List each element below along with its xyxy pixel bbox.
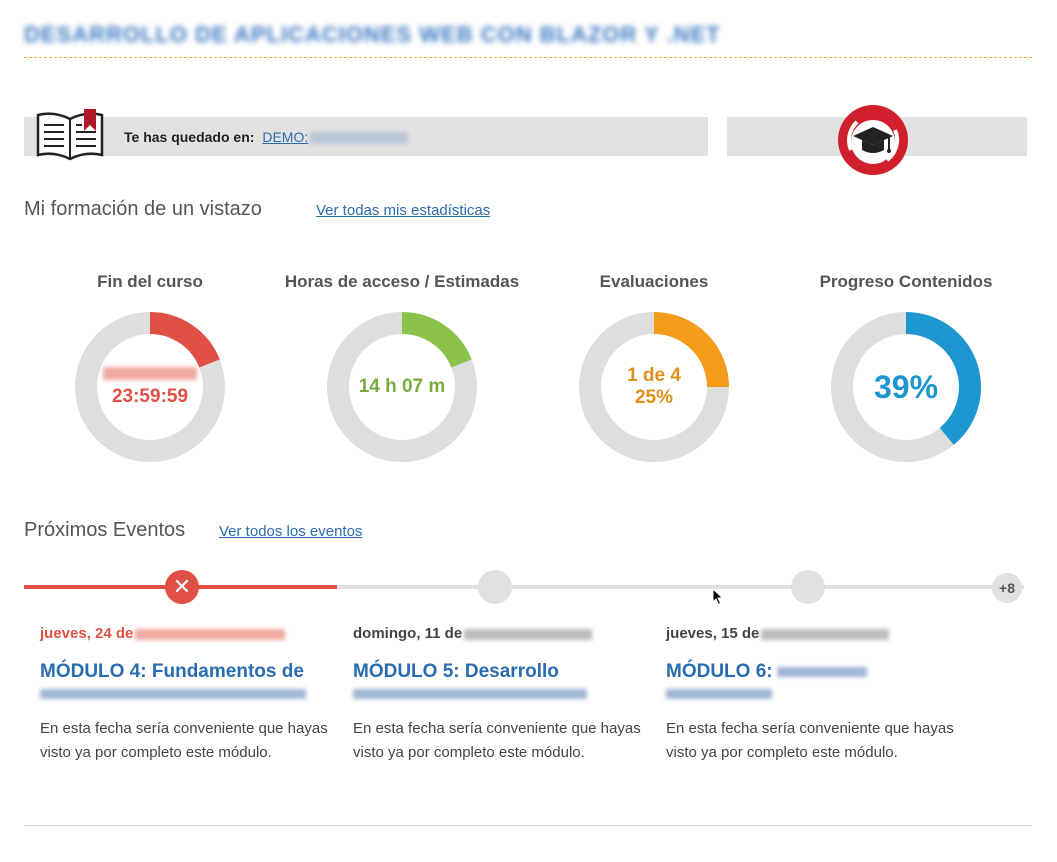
- course-title: DESARROLLO DE APLICACIONES WEB CON BLAZO…: [24, 22, 721, 47]
- access-hours-value: 14 h 07 m: [358, 376, 446, 397]
- gauge-label: Evaluaciones: [599, 272, 709, 291]
- gauge-progress-arc: [831, 312, 981, 462]
- date-redacted: [135, 628, 286, 640]
- resume-text: Te has quedado en: DEMO:: [124, 129, 409, 145]
- evaluations-percent: 25%: [634, 387, 674, 408]
- event-date: domingo, 11 de: [353, 625, 643, 645]
- gauge-ring: [75, 312, 225, 462]
- more-events-badge[interactable]: +8: [992, 573, 1022, 603]
- gauge-access-hours: Horas de acceso / Estimadas 14 h 07 m: [282, 272, 522, 462]
- gauge-progress-arc: [75, 312, 225, 462]
- event-item: jueves, 24 de MÓDULO 4: Fundamentos de E…: [40, 625, 330, 765]
- gauge-course-end: Fin del curso 23:59:59: [30, 272, 270, 462]
- gauge-value: 23:59:59: [75, 312, 225, 462]
- view-all-events-link[interactable]: Ver todos los eventos: [219, 523, 363, 540]
- gauge-value: 39%: [831, 312, 981, 462]
- timeline-node[interactable]: [791, 570, 825, 604]
- timeline-track: [24, 585, 1024, 589]
- gauge-progress-arc: [327, 312, 477, 462]
- gauge-progress-arc: [579, 312, 729, 462]
- gauge-content-progress: Progreso Contenidos 39%: [786, 272, 1026, 462]
- event-date: jueves, 15 de: [666, 625, 956, 645]
- resume-link-redacted[interactable]: [310, 132, 409, 145]
- gauge-label: Horas de acceso / Estimadas: [284, 272, 520, 291]
- resume-panel: Te has quedado en: DEMO:: [24, 109, 708, 161]
- event-description: En esta fecha sería conveniente que haya…: [353, 720, 641, 761]
- view-statistics-link[interactable]: Ver todas mis estadísticas: [316, 202, 491, 219]
- course-end-time: 23:59:59: [111, 385, 189, 407]
- resume-link[interactable]: DEMO:: [262, 129, 309, 145]
- events-section-title: Próximos Eventos: [24, 519, 186, 541]
- module-redacted: [776, 666, 867, 677]
- graduation-panel: [727, 105, 1027, 175]
- timeline-node[interactable]: [478, 570, 512, 604]
- gauge-value: 14 h 07 m: [327, 312, 477, 462]
- gauge-label: Progreso Contenidos: [819, 272, 993, 291]
- mouse-cursor-icon: [712, 588, 724, 606]
- gauge-evaluations: Evaluaciones 1 de 4 25%: [534, 272, 774, 462]
- events-timeline: ✕ +8: [24, 570, 1032, 604]
- resume-prefix: Te has quedado en:: [124, 129, 255, 145]
- event-item: jueves, 15 de MÓDULO 6: En esta fecha se…: [666, 625, 956, 765]
- bottom-divider: [24, 825, 1032, 826]
- module-redacted: [40, 688, 306, 699]
- gauge-label: Fin del curso: [97, 272, 203, 291]
- evaluations-count: 1 de 4: [627, 365, 681, 386]
- module-redacted: [666, 688, 772, 699]
- event-item: domingo, 11 de MÓDULO 5: Desarrollo En e…: [353, 625, 643, 765]
- gauge-ring: [327, 312, 477, 462]
- event-date: jueves, 24 de: [40, 625, 330, 645]
- gauge-value: 1 de 4 25%: [579, 312, 729, 462]
- book-icon: [36, 109, 104, 161]
- glance-section-title: Mi formación de un vistazo: [24, 198, 262, 220]
- graduation-cap-icon[interactable]: [837, 104, 909, 176]
- event-module-link[interactable]: MÓDULO 6:: [666, 661, 956, 705]
- content-progress-percent: 39%: [873, 368, 939, 405]
- date-redacted: [464, 628, 593, 640]
- event-description: En esta fecha sería conveniente que haya…: [40, 720, 328, 761]
- date-redacted: [761, 628, 890, 640]
- event-module-link[interactable]: MÓDULO 4: Fundamentos de: [40, 661, 330, 705]
- course-end-date-redacted: [103, 366, 197, 380]
- title-divider: [24, 57, 1032, 58]
- event-module-link[interactable]: MÓDULO 5: Desarrollo: [353, 661, 643, 705]
- gauge-ring: [579, 312, 729, 462]
- gauge-ring: [831, 312, 981, 462]
- event-description: En esta fecha sería conveniente que haya…: [666, 720, 954, 761]
- module-redacted: [353, 688, 587, 699]
- close-icon[interactable]: ✕: [165, 570, 199, 604]
